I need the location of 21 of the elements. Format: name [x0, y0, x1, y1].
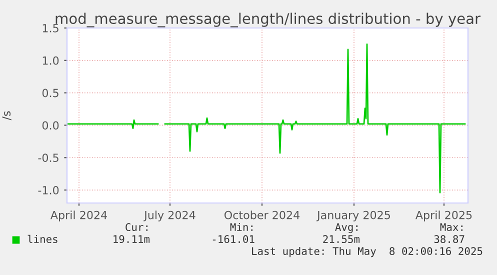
y-tick-label: -1.0	[38, 186, 59, 194]
text: Cur:	[126, 223, 148, 232]
x-tick-label: July 2024	[144, 210, 196, 222]
y-tick-label: 0.0	[42, 121, 59, 130]
text: Max:	[440, 223, 462, 232]
y-tick-label: -0.5	[38, 154, 58, 162]
y-axis-title: /s	[2, 111, 12, 120]
x-tick-label: April 2025	[415, 210, 472, 222]
y-tick-label: 1.0	[42, 56, 59, 65]
text: -161.01	[212, 235, 254, 244]
text: 21.55m	[323, 235, 360, 244]
text: 38.87	[434, 235, 464, 244]
text: 19.11m	[114, 235, 150, 244]
x-tick-label: April 2024	[50, 210, 107, 222]
text: Last update: Thu May 8 02:00:16 2025	[252, 246, 482, 258]
y-tick-label: 0.5	[42, 88, 58, 98]
text: Min:	[230, 222, 252, 231]
x-tick-label: October 2024	[224, 210, 300, 220]
legend-label: lines	[28, 234, 58, 244]
text: Avg:	[335, 223, 358, 234]
x-tick-label: January 2025	[316, 210, 390, 222]
